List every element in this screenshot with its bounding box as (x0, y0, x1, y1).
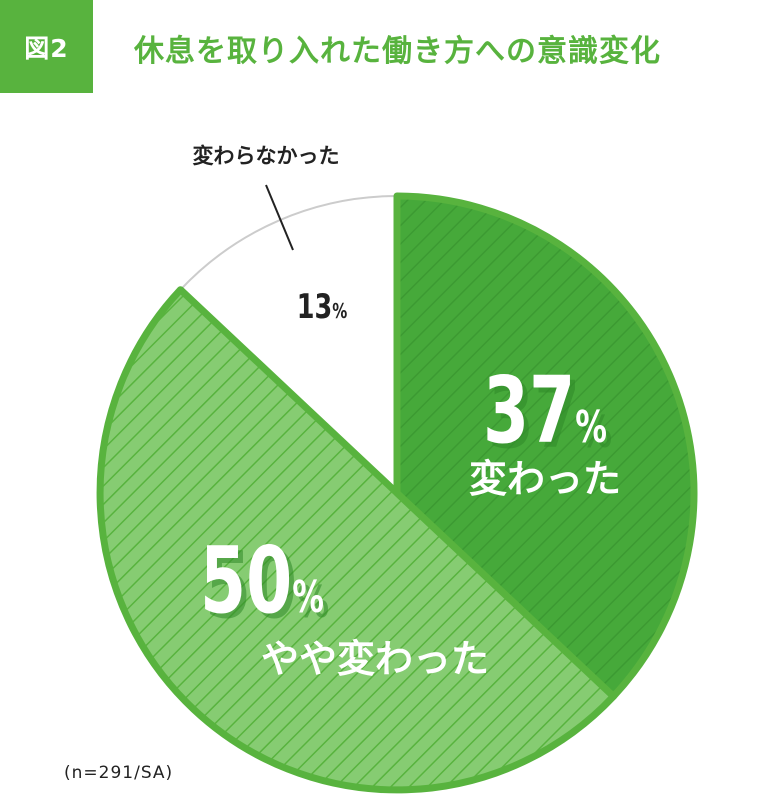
figure-number-badge: 図2 (0, 0, 93, 93)
leader-line (265, 184, 294, 251)
slice-label-0: 変わった (469, 457, 621, 501)
slice-label-1: やや変わった (261, 637, 489, 681)
slice-value-1: 50% (200, 527, 324, 634)
pie-slice-2 (179, 195, 398, 494)
slice-value-shadow-0: 37% (488, 362, 612, 469)
slice-value-0: 37% (483, 357, 607, 464)
pie-slice-1 (96, 286, 618, 794)
pie-slice-0 (393, 192, 698, 700)
sample-size-note: (n=291/SA) (64, 763, 174, 783)
slice-value-2: 13% (297, 287, 348, 327)
slice-label-2: 変わらなかった (193, 144, 340, 168)
chart-title: 休息を取り入れた働き方への意識変化 (134, 34, 661, 69)
slice-value-shadow-1: 50% (205, 532, 329, 639)
